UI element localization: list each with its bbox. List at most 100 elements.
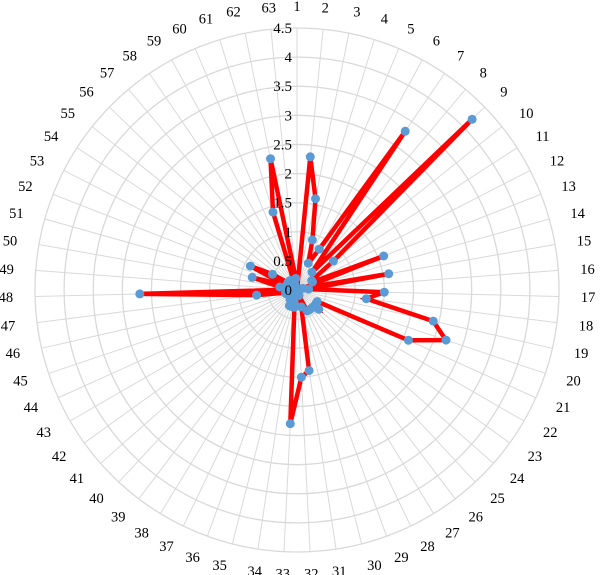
radial-axis-ticks: 0 0.5 1 1.5 2 2.5 3 3.5 4 4.5 bbox=[273, 21, 292, 299]
grid-ring bbox=[92, 85, 502, 495]
category-label: 30 bbox=[367, 558, 382, 574]
category-label: 18 bbox=[579, 318, 594, 334]
category-label: 27 bbox=[445, 525, 460, 541]
category-label: 42 bbox=[52, 449, 67, 465]
radial-tick-label: 2 bbox=[285, 167, 293, 183]
data-point bbox=[252, 290, 262, 300]
category-label: 56 bbox=[79, 85, 94, 101]
category-label: 45 bbox=[13, 374, 28, 390]
spoke-line bbox=[296, 289, 435, 514]
data-point bbox=[384, 269, 394, 279]
category-label: 63 bbox=[261, 0, 276, 16]
spoke-line bbox=[76, 147, 298, 291]
spoke-line bbox=[231, 289, 298, 545]
spoke-line bbox=[38, 244, 298, 291]
category-label: 9 bbox=[500, 85, 507, 101]
category-label: 41 bbox=[70, 471, 85, 487]
data-point bbox=[296, 372, 306, 382]
spoke-line bbox=[296, 289, 511, 444]
category-label: 48 bbox=[0, 290, 13, 306]
category-label: 38 bbox=[134, 525, 149, 541]
radial-tick-label: 2.5 bbox=[273, 137, 292, 153]
category-label: 21 bbox=[556, 400, 571, 416]
spoke-line bbox=[296, 33, 350, 291]
spoke-line bbox=[296, 269, 559, 291]
spoke-line bbox=[296, 218, 550, 291]
radial-tick-label: 1 bbox=[285, 225, 293, 241]
category-label: 32 bbox=[304, 567, 319, 575]
data-point bbox=[403, 335, 413, 345]
category-label: 49 bbox=[0, 262, 14, 278]
category-label: 33 bbox=[276, 567, 291, 575]
category-label: 44 bbox=[24, 400, 39, 416]
data-point bbox=[379, 287, 389, 297]
category-label: 16 bbox=[580, 262, 595, 278]
radial-tick-label: 1.5 bbox=[273, 196, 292, 212]
spoke-line bbox=[91, 126, 298, 291]
category-label: 17 bbox=[581, 290, 596, 306]
grid-ring bbox=[34, 27, 560, 553]
spoke-line bbox=[296, 289, 558, 324]
spoke-line bbox=[270, 29, 298, 291]
category-label: 47 bbox=[1, 318, 16, 334]
category-label: 40 bbox=[89, 491, 104, 507]
grid-ring bbox=[63, 56, 531, 524]
category-label: 23 bbox=[528, 449, 543, 465]
spoke-line bbox=[100, 289, 298, 464]
category-label: 50 bbox=[3, 234, 18, 250]
category-label: 60 bbox=[172, 21, 187, 37]
data-point bbox=[400, 126, 410, 136]
data-point bbox=[296, 302, 306, 312]
category-label: 54 bbox=[44, 129, 59, 145]
data-point bbox=[328, 256, 338, 266]
data-point bbox=[285, 419, 295, 429]
category-label: 20 bbox=[566, 374, 581, 390]
category-label: 58 bbox=[123, 48, 138, 64]
grid-ring bbox=[150, 143, 444, 437]
spoke-line bbox=[296, 48, 400, 291]
spoke-line bbox=[41, 289, 298, 349]
spoke-line bbox=[206, 289, 298, 537]
spoke-line bbox=[35, 269, 298, 291]
data-point bbox=[247, 272, 257, 282]
radial-tick-label: 3.5 bbox=[273, 79, 292, 95]
category-label: 4 bbox=[381, 12, 389, 28]
data-point bbox=[441, 335, 451, 345]
radial-tick-label: 0.5 bbox=[273, 254, 292, 270]
category-label: 61 bbox=[199, 12, 214, 28]
data-point bbox=[245, 261, 255, 271]
spoke-line bbox=[296, 147, 518, 291]
spoke-line bbox=[296, 289, 494, 464]
spoke-line bbox=[52, 193, 298, 291]
data-point bbox=[428, 316, 438, 326]
category-label: 13 bbox=[561, 179, 576, 195]
spoke-line bbox=[296, 289, 363, 545]
spoke-line bbox=[159, 289, 298, 514]
data-point bbox=[304, 366, 314, 376]
grid-ring bbox=[121, 114, 473, 466]
data-point bbox=[268, 269, 277, 279]
category-label: 7 bbox=[457, 48, 464, 64]
grid-ring bbox=[179, 172, 415, 408]
spoke-line bbox=[296, 289, 546, 374]
spoke-line bbox=[296, 289, 388, 537]
spoke-line bbox=[296, 289, 476, 483]
data-point bbox=[307, 235, 317, 245]
category-label: 37 bbox=[159, 539, 174, 555]
data-point bbox=[135, 289, 145, 299]
radial-tick-label: 4.5 bbox=[273, 21, 292, 37]
spoke-line bbox=[296, 289, 456, 500]
category-label: 22 bbox=[543, 425, 558, 441]
data-point bbox=[361, 294, 371, 304]
radial-tick-label: 4 bbox=[285, 50, 293, 66]
spoke-line bbox=[296, 88, 466, 291]
category-label: 31 bbox=[332, 564, 347, 575]
radial-tick-label: 0 bbox=[285, 283, 293, 299]
category-label: 1 bbox=[293, 0, 300, 15]
category-label: 5 bbox=[407, 21, 414, 37]
radial-tick-label: 3 bbox=[285, 108, 293, 124]
category-label: 62 bbox=[226, 5, 241, 21]
data-point bbox=[268, 207, 278, 217]
category-label: 8 bbox=[480, 65, 487, 81]
